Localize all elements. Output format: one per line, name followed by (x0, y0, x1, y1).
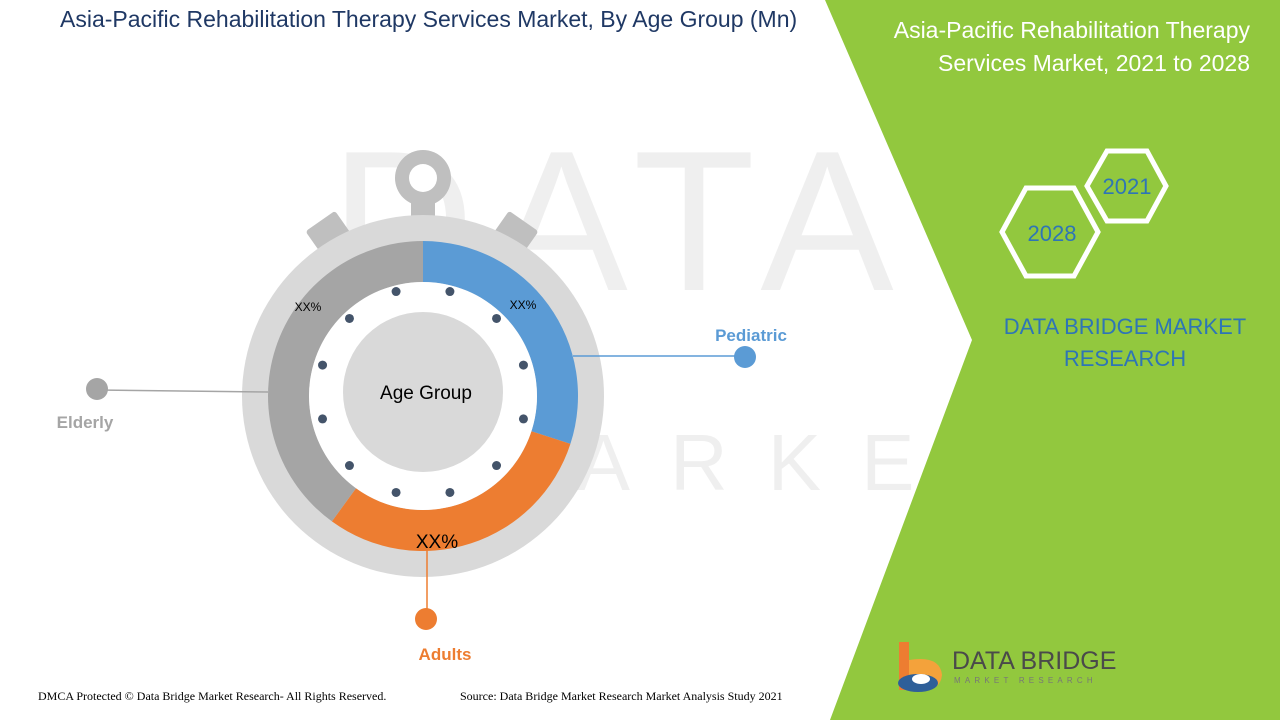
adults-callout: Adults (415, 548, 471, 664)
year-end-label: 2028 (1028, 221, 1077, 246)
footer-source: Source: Data Bridge Market Research Mark… (460, 689, 783, 703)
donut-segment-pediatric (423, 241, 578, 444)
dial-dot (344, 461, 354, 471)
hexagon-2021 (1084, 148, 1169, 224)
side-panel-title: Asia-Pacific Rehabilitation Therapy Serv… (893, 17, 1250, 76)
pediatric-callout: Pediatric (573, 326, 787, 368)
adults-legend-label: Adults (419, 645, 472, 664)
donut-chart (268, 241, 578, 551)
pediatric-legend-label: Pediatric (715, 326, 787, 345)
dial-dot (318, 360, 328, 370)
elderly-legend-label: Elderly (57, 413, 114, 432)
logo-name: DATA BRIDGE (952, 647, 1117, 675)
hexagon-2028 (999, 185, 1101, 279)
dial-dots (318, 287, 528, 497)
logo-tagline: MARKET RESEARCH (954, 676, 1097, 685)
logo-mark-icon (898, 642, 942, 692)
year-start-label: 2021 (1103, 174, 1152, 199)
dial-dot (518, 360, 528, 370)
dial-dot (391, 487, 401, 497)
elderly-callout: Elderly (57, 378, 269, 432)
dial-dot (492, 313, 502, 323)
green-side-panel (825, 0, 1280, 720)
donut-segment-elderly (268, 241, 423, 522)
elderly-value-label: XX% (295, 300, 322, 314)
footer-copyright: DMCA Protected © Data Bridge Market Rese… (38, 689, 387, 703)
dial-dot (391, 287, 401, 297)
dial-dot (318, 414, 328, 424)
donut-segment-adults (331, 431, 571, 551)
adults-value-label: XX% (416, 532, 458, 553)
brand-text: DATA BRIDGE MARKET RESEARCH (1003, 314, 1247, 371)
dial-dot (518, 414, 528, 424)
center-label: Age Group (380, 383, 472, 404)
dial-dot (445, 287, 455, 297)
dial-dot (445, 487, 455, 497)
dial-dot (344, 313, 354, 323)
pediatric-value-label: XX% (510, 298, 537, 312)
dial-dot (492, 461, 502, 471)
chart-title: Asia-Pacific Rehabilitation Therapy Serv… (60, 6, 798, 32)
center-circle (343, 312, 503, 472)
